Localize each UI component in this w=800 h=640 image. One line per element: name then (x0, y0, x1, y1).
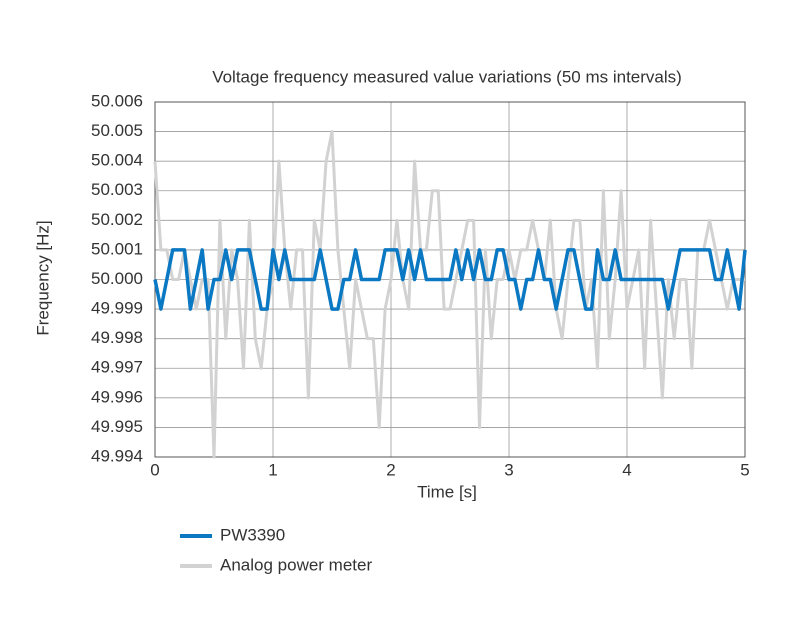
x-axis-label: Time [s] (417, 482, 477, 501)
y-tick-label: 50.005 (91, 121, 143, 140)
y-tick-label: 50.001 (91, 239, 143, 258)
y-tick-label: 49.997 (91, 358, 143, 377)
legend-label: Analog power meter (220, 555, 372, 574)
y-tick-label: 50.003 (91, 180, 143, 199)
y-tick-label: 49.998 (91, 328, 143, 347)
y-tick-label: 50.000 (91, 269, 143, 288)
y-tick-label: 50.006 (91, 91, 143, 110)
x-tick-label: 2 (386, 460, 395, 479)
x-tick-label: 4 (622, 460, 631, 479)
x-tick-label: 1 (268, 460, 277, 479)
y-tick-label: 50.002 (91, 210, 143, 229)
y-axis-label: Frequency [Hz] (33, 220, 52, 335)
x-tick-label: 0 (150, 460, 159, 479)
x-tick-label: 3 (504, 460, 513, 479)
chart-title: Voltage frequency measured value variati… (212, 67, 682, 86)
x-tick-label: 5 (740, 460, 749, 479)
legend-label: PW3390 (220, 525, 285, 544)
data-line (153, 130, 745, 459)
y-tick-label: 50.004 (91, 151, 143, 170)
y-tick-label: 49.996 (91, 387, 143, 406)
data-line (153, 248, 747, 311)
y-tick-label: 49.995 (91, 417, 143, 436)
y-tick-label: 49.999 (91, 299, 143, 318)
y-tick-label: 49.994 (91, 446, 143, 465)
